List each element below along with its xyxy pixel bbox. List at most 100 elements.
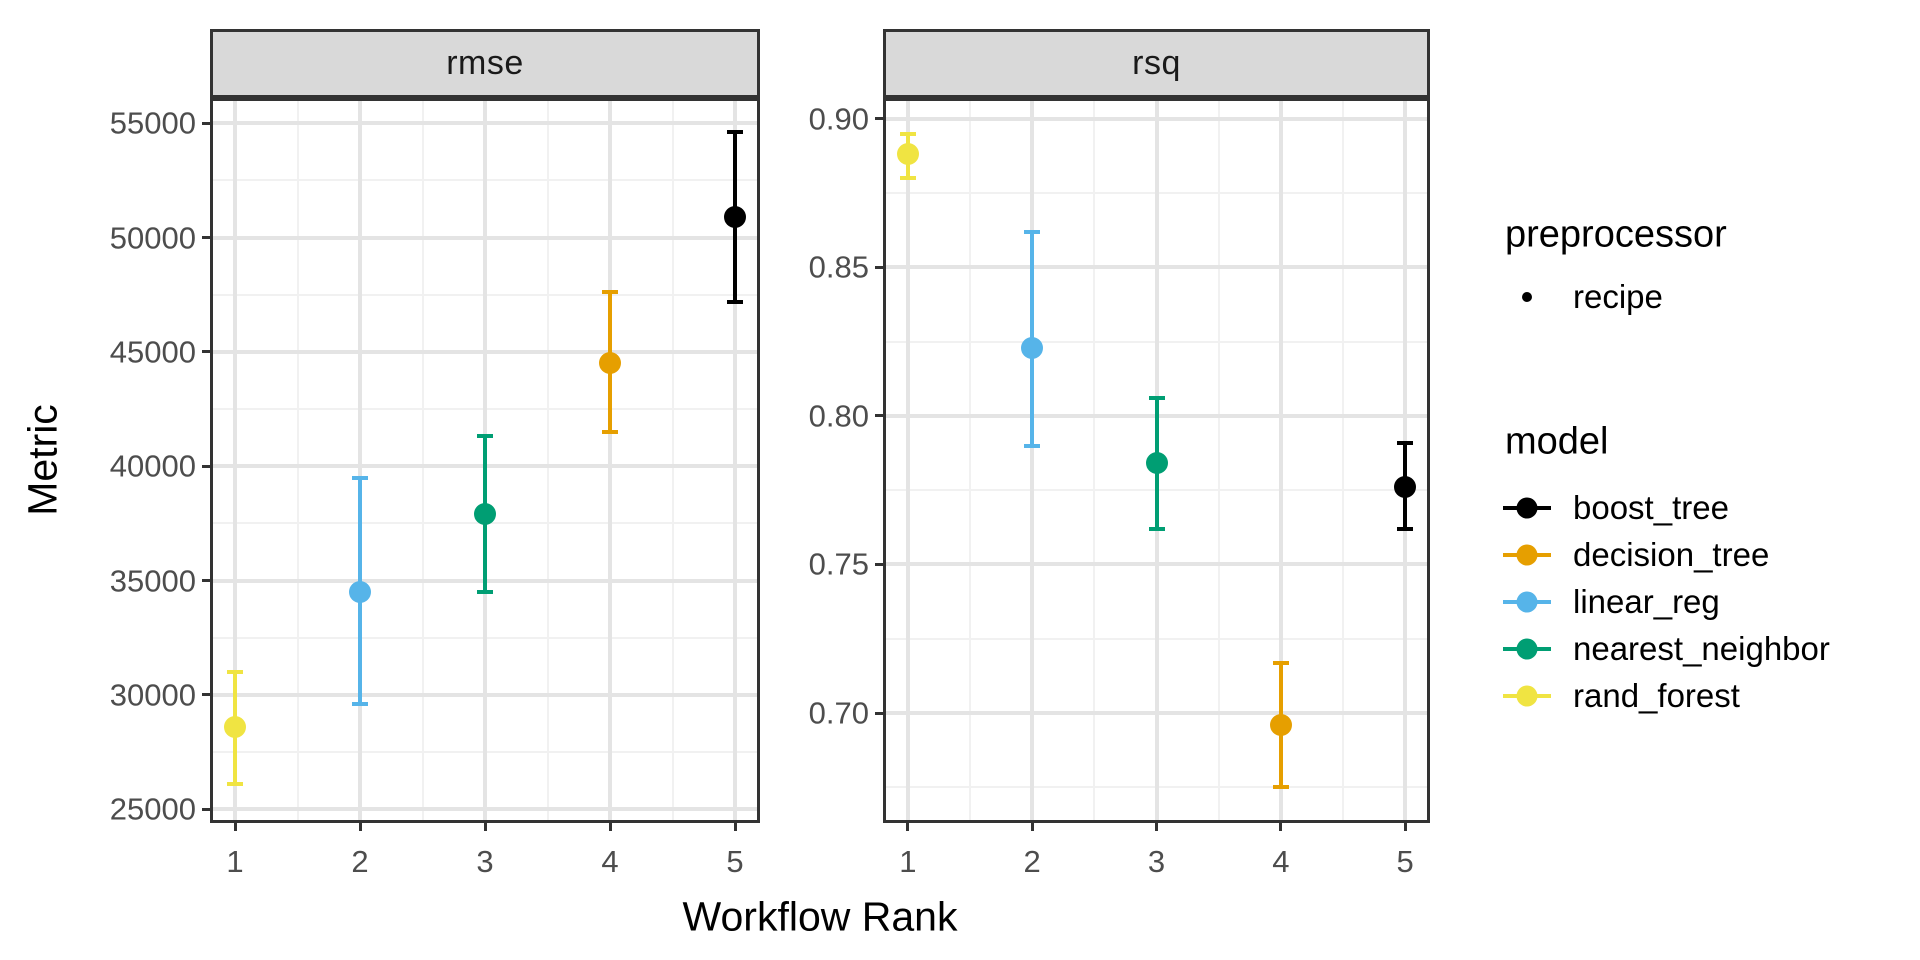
pointrange-rsq-rank-3-nearest_neighbor-cap-bottom	[1148, 526, 1165, 531]
gridline-major-vertical	[1278, 101, 1283, 820]
x-tick-label: 2	[351, 844, 369, 879]
x-tick-mark	[1403, 823, 1407, 831]
y-tick-mark	[202, 236, 210, 239]
x-tick-label: 2	[1023, 844, 1041, 879]
legend-item-decision_tree: decision_tree	[1573, 536, 1770, 573]
gridline-minor-vertical	[1341, 101, 1344, 820]
pointrange-rsq-rank-3-nearest_neighbor-cap-top	[1148, 396, 1165, 401]
pointrange-rsq-rank-1-rand_forest-cap-top	[899, 131, 916, 136]
y-tick-mark	[875, 265, 883, 269]
pointrange-rmse-rank-4-decision_tree-cap-top	[602, 290, 618, 295]
gridline-minor-vertical	[671, 101, 674, 820]
pointrange-rsq-rank-5-boost_tree-cap-bottom	[1397, 526, 1414, 531]
x-tick-label: 1	[226, 844, 244, 879]
pointrange-rmse-rank-1-rand_forest-cap-bottom	[227, 782, 243, 787]
x-tick-mark	[358, 823, 362, 831]
legend-key-linear_reg-dot	[1516, 591, 1538, 613]
x-tick-mark	[733, 823, 737, 831]
y-tick-label: 0.75	[808, 546, 869, 582]
gridline-major-vertical	[358, 101, 362, 820]
pointrange-rsq-rank-4-decision_tree-point	[1269, 713, 1292, 736]
pointrange-rsq-rank-5-boost_tree-point	[1394, 476, 1417, 499]
y-tick-mark	[202, 121, 210, 125]
y-tick-mark	[202, 579, 210, 583]
facet-strip-label-rsq: rsq	[1132, 44, 1181, 82]
gridline-major-vertical	[733, 101, 737, 820]
y-tick-label: 35000	[109, 563, 196, 599]
gridline-minor-vertical	[421, 101, 424, 820]
gridline-minor-vertical	[1093, 101, 1096, 820]
y-tick-label: 0.70	[808, 695, 869, 731]
pointrange-rsq-rank-5-boost_tree-cap-top	[1397, 440, 1414, 445]
x-tick-label: 3	[1147, 844, 1166, 879]
x-tick-mark	[1030, 823, 1034, 831]
y-tick-label: 0.80	[808, 398, 869, 434]
pointrange-rsq-rank-1-rand_forest-point	[896, 143, 919, 166]
legend-item-boost_tree: boost_tree	[1573, 489, 1729, 526]
legend-key-boost_tree-dot	[1516, 497, 1538, 519]
facet-panel-rmse	[210, 98, 760, 823]
pointrange-rmse-rank-4-decision_tree-cap-bottom	[602, 429, 618, 434]
pointrange-rsq-rank-2-linear_reg-cap-bottom	[1024, 443, 1041, 448]
gridline-major-vertical	[233, 101, 237, 820]
legend-item-recipe: recipe	[1573, 278, 1663, 315]
gridline-major-vertical	[608, 101, 612, 820]
y-tick-label: 0.85	[808, 249, 869, 285]
gridline-minor-vertical	[296, 101, 299, 820]
gridline-minor-vertical	[1217, 101, 1220, 820]
x-tick-label: 4	[1272, 844, 1290, 879]
x-tick-label: 4	[601, 844, 619, 879]
pointrange-rmse-rank-2-linear_reg-point	[349, 581, 371, 603]
legend-title-preprocessor: preprocessor	[1505, 213, 1727, 256]
x-tick-mark	[608, 823, 612, 831]
x-tick-mark	[233, 823, 237, 831]
legend-item-rand_forest: rand_forest	[1573, 677, 1740, 714]
x-tick-label: 3	[476, 844, 494, 879]
x-tick-mark	[1155, 823, 1158, 831]
pointrange-rmse-rank-3-nearest_neighbor-point	[474, 503, 496, 526]
gridline-minor-vertical	[969, 101, 972, 820]
pointrange-rmse-rank-3-nearest_neighbor-cap-bottom	[477, 590, 493, 594]
y-tick-mark	[875, 414, 883, 418]
pointrange-rmse-rank-1-rand_forest-cap-top	[227, 670, 243, 675]
x-axis-title: Workflow Rank	[682, 893, 958, 940]
pointrange-rsq-rank-1-rand_forest-cap-bottom	[899, 176, 916, 181]
x-tick-mark	[483, 823, 487, 831]
pointrange-rmse-rank-3-nearest_neighbor-cap-top	[477, 434, 493, 439]
pointrange-rsq-rank-2-linear_reg-point	[1021, 336, 1044, 359]
gridline-major-vertical	[905, 101, 910, 820]
facet-strip-rsq: rsq	[883, 29, 1430, 98]
legend-key-nearest_neighbor-dot	[1516, 638, 1538, 660]
y-tick-mark	[875, 711, 883, 715]
y-tick-label: 45000	[109, 334, 196, 370]
pointrange-rmse-rank-4-decision_tree-point	[599, 352, 621, 375]
pointrange-rmse-rank-2-linear_reg-cap-top	[352, 475, 368, 480]
legend-key-preprocessor-recipe-dot	[1522, 292, 1532, 302]
pointrange-rsq-rank-2-linear_reg-cap-top	[1024, 229, 1041, 234]
pointrange-rsq-rank-4-decision_tree-cap-top	[1272, 660, 1289, 665]
legend-key-rand_forest-dot	[1516, 685, 1538, 707]
pointrange-rmse-rank-1-rand_forest-point	[224, 715, 246, 738]
y-tick-label: 0.90	[808, 101, 869, 137]
facet-strip-rmse: rmse	[210, 29, 760, 98]
gridline-major-vertical	[1030, 101, 1035, 820]
pointrange-rmse-rank-5-boost_tree-point	[724, 205, 746, 228]
y-tick-label: 55000	[109, 105, 196, 141]
x-tick-label: 5	[726, 844, 744, 879]
x-tick-label: 5	[1396, 844, 1414, 879]
y-tick-mark	[202, 807, 210, 811]
x-tick-label: 1	[899, 844, 917, 879]
pointrange-rsq-rank-4-decision_tree-cap-bottom	[1272, 785, 1289, 790]
pointrange-rsq-rank-3-nearest_neighbor-point	[1145, 452, 1168, 475]
legend-title-model: model	[1505, 420, 1609, 463]
y-tick-mark	[202, 350, 210, 354]
legend-key-decision_tree-dot	[1516, 544, 1538, 566]
y-tick-mark	[875, 117, 883, 121]
pointrange-rmse-rank-5-boost_tree-cap-bottom	[727, 299, 743, 304]
y-tick-label: 25000	[109, 791, 196, 827]
facet-strip-label-rmse: rmse	[446, 44, 524, 82]
y-tick-label: 50000	[109, 220, 196, 255]
y-tick-mark	[875, 562, 883, 566]
facet-panel-rsq	[883, 98, 1430, 823]
